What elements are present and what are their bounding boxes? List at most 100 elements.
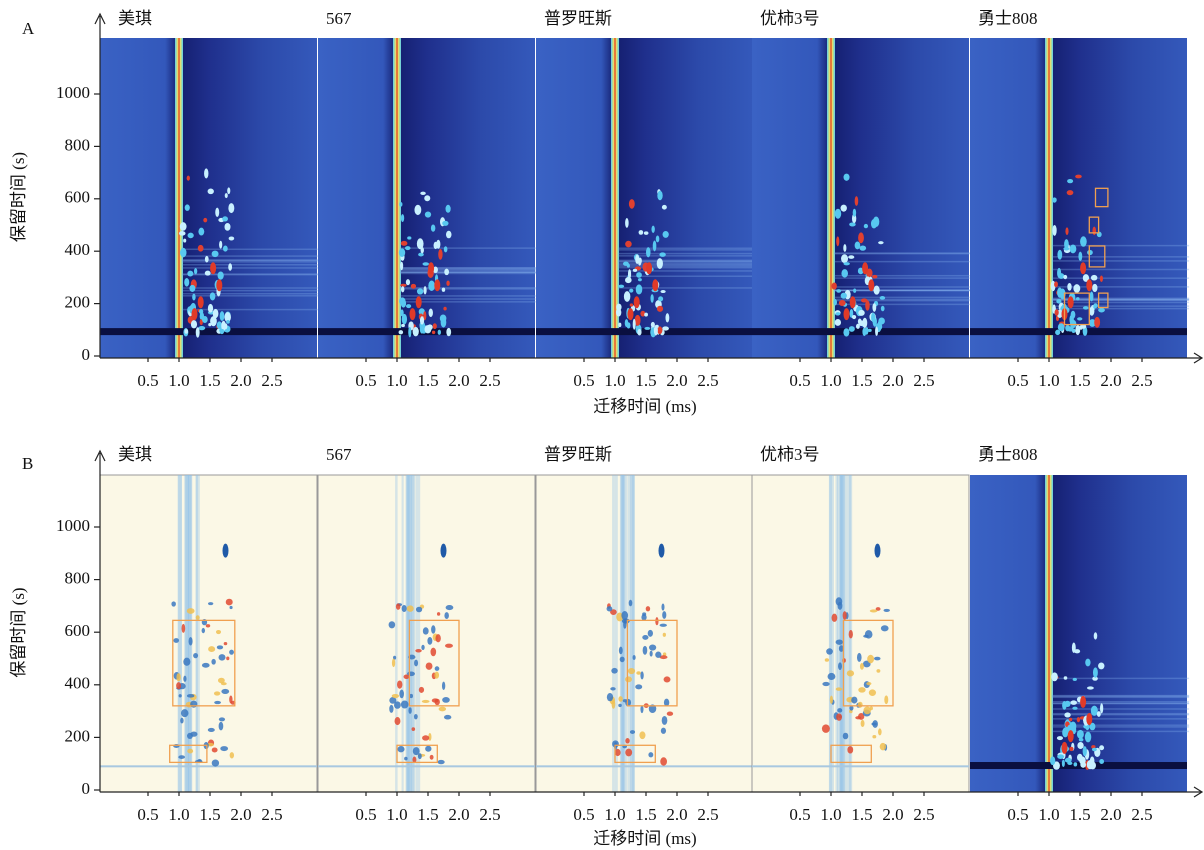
spot bbox=[229, 649, 234, 655]
highlight-box bbox=[408, 619, 460, 707]
spot bbox=[217, 271, 224, 280]
streak bbox=[400, 267, 538, 269]
spot bbox=[395, 603, 401, 610]
spot bbox=[870, 219, 877, 229]
spot bbox=[173, 744, 180, 748]
spot bbox=[849, 309, 854, 318]
spot bbox=[176, 682, 182, 690]
streak bbox=[400, 271, 538, 273]
spot bbox=[1061, 759, 1065, 768]
spot bbox=[191, 308, 198, 321]
spot bbox=[623, 620, 627, 629]
streak bbox=[834, 298, 972, 301]
spot bbox=[1099, 275, 1103, 282]
spot bbox=[629, 288, 634, 293]
spot bbox=[180, 717, 184, 724]
spot bbox=[1080, 324, 1087, 329]
spot bbox=[852, 208, 857, 217]
spot bbox=[1064, 757, 1072, 763]
spot bbox=[1078, 737, 1084, 742]
spot bbox=[181, 623, 186, 633]
spot bbox=[860, 298, 868, 303]
spot bbox=[663, 698, 670, 707]
dark-band bbox=[100, 765, 317, 768]
streak bbox=[834, 277, 972, 279]
spot bbox=[626, 263, 630, 268]
spot bbox=[862, 317, 868, 328]
spot bbox=[419, 316, 425, 325]
spot bbox=[183, 238, 187, 243]
x-tick-label: 2.5 bbox=[261, 371, 282, 390]
streak bbox=[618, 264, 756, 266]
y-tick-label: 0 bbox=[82, 345, 91, 364]
spot bbox=[843, 262, 850, 266]
rip-line bbox=[175, 38, 183, 358]
sample-name: 普罗旺斯 bbox=[544, 445, 612, 464]
spot bbox=[829, 695, 834, 704]
spot bbox=[659, 252, 666, 257]
spot bbox=[875, 326, 879, 337]
spot bbox=[187, 232, 194, 239]
spot bbox=[665, 313, 670, 323]
streak bbox=[612, 475, 615, 792]
spot bbox=[204, 168, 209, 179]
spot bbox=[229, 695, 233, 704]
spot bbox=[834, 208, 842, 219]
streak bbox=[182, 289, 320, 292]
spot bbox=[218, 721, 224, 731]
spot bbox=[434, 671, 440, 679]
spot bbox=[637, 278, 642, 282]
x-tick-label: 1.5 bbox=[1069, 371, 1090, 390]
spot bbox=[858, 687, 866, 693]
x-tick-label: 2.5 bbox=[1131, 371, 1152, 390]
spot bbox=[628, 199, 635, 209]
spot bbox=[662, 231, 669, 238]
spot bbox=[224, 193, 228, 199]
spot bbox=[1089, 306, 1095, 316]
spot bbox=[655, 617, 659, 626]
streak bbox=[618, 262, 756, 265]
x-tick-label: 2.0 bbox=[666, 371, 687, 390]
spot bbox=[1067, 761, 1073, 765]
spot bbox=[193, 268, 198, 275]
spot bbox=[190, 320, 198, 329]
spot bbox=[207, 727, 215, 733]
streak bbox=[618, 275, 756, 277]
spot bbox=[610, 609, 617, 616]
spot bbox=[443, 714, 452, 720]
spot bbox=[400, 240, 408, 246]
x-tick-label: 0.5 bbox=[137, 805, 158, 824]
spot bbox=[415, 648, 422, 653]
spot bbox=[618, 284, 625, 289]
spot bbox=[868, 689, 877, 696]
spot bbox=[430, 224, 436, 232]
streak bbox=[834, 296, 972, 299]
spot bbox=[407, 236, 412, 240]
spot bbox=[420, 191, 426, 196]
spot bbox=[884, 695, 889, 705]
sample-name: 勇士808 bbox=[978, 9, 1038, 28]
spot bbox=[218, 717, 226, 722]
spot bbox=[222, 216, 228, 222]
x-tick-label: 2.0 bbox=[1100, 805, 1121, 824]
spot bbox=[1067, 179, 1074, 184]
spot bbox=[399, 689, 404, 699]
spot bbox=[848, 326, 855, 332]
sample-name: 优柿3号 bbox=[760, 445, 820, 464]
spot bbox=[611, 700, 616, 709]
spot bbox=[663, 676, 671, 683]
streak bbox=[182, 267, 320, 269]
spot bbox=[865, 300, 870, 311]
highlight-box bbox=[830, 744, 872, 764]
spot bbox=[1062, 700, 1067, 710]
streak bbox=[1052, 298, 1190, 301]
spot bbox=[838, 662, 842, 671]
x-tick-label: 1.5 bbox=[851, 371, 872, 390]
subplot bbox=[970, 475, 1190, 792]
spot bbox=[428, 280, 435, 292]
streak bbox=[195, 475, 200, 792]
spot bbox=[221, 688, 230, 695]
streak bbox=[834, 289, 972, 292]
spot bbox=[661, 204, 667, 210]
spot bbox=[1072, 706, 1078, 710]
